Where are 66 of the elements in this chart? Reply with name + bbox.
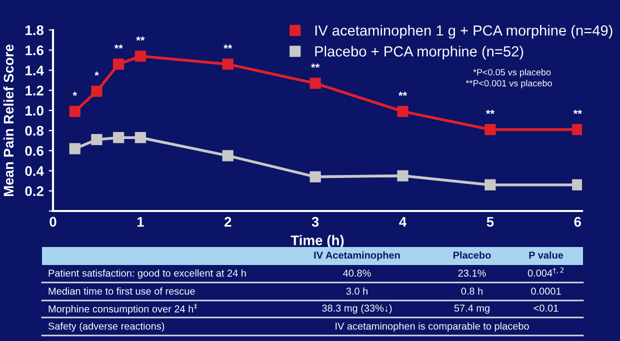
point bbox=[572, 179, 582, 190]
point bbox=[113, 132, 124, 144]
text: <0.01 bbox=[534, 304, 558, 312]
annotation: ** bbox=[114, 44, 123, 49]
point bbox=[572, 124, 582, 136]
point bbox=[484, 124, 496, 136]
y-tick-label: 1.8 bbox=[26, 25, 44, 36]
y-tick-label: 1.0 bbox=[26, 106, 44, 116]
y-tick-label: 0.6 bbox=[25, 146, 44, 156]
point bbox=[91, 134, 102, 146]
y-tick-label: 1.6 bbox=[26, 45, 44, 56]
x-tick-label: 0 bbox=[50, 216, 56, 227]
point bbox=[222, 150, 234, 162]
annotation: **P<0.001 vs placebo bbox=[466, 80, 552, 88]
annotation: ** bbox=[136, 36, 145, 41]
text: IV acetaminophen is comparable to placebo bbox=[336, 322, 529, 332]
text: 57.4 mg bbox=[454, 304, 490, 314]
text: Patient satisfaction: good to excellent at 24 h bbox=[48, 269, 246, 279]
y-tick-label: 0.8 bbox=[25, 126, 44, 136]
legend-label: IV acetaminophen 1 g + PCA morphine (n=49) bbox=[315, 24, 612, 39]
text: 38.3 mg (33%↓) bbox=[322, 304, 392, 314]
x-axis-title: Time (h) bbox=[290, 235, 344, 248]
legend-label: Placebo + PCA morphine (n=52) bbox=[315, 46, 524, 60]
annotation: *P<0.05 vs placebo bbox=[473, 68, 551, 78]
point bbox=[134, 50, 146, 62]
x-tick-label: 2 bbox=[224, 216, 232, 227]
x-tick-label: 3 bbox=[312, 216, 319, 227]
point bbox=[484, 179, 496, 190]
annotation: ** bbox=[311, 64, 320, 68]
x-tick-label: 5 bbox=[486, 217, 494, 227]
point bbox=[397, 106, 408, 118]
point bbox=[91, 86, 102, 97]
point bbox=[134, 132, 146, 144]
text: 0.8 h bbox=[461, 287, 482, 295]
y-tick-label: 1.2 bbox=[26, 86, 44, 96]
text: IV Acetaminophen bbox=[314, 251, 400, 261]
annotation: ** bbox=[573, 110, 582, 114]
x-tick-label: 1 bbox=[137, 217, 144, 227]
y-axis-title: Mean Pain Relief Score bbox=[3, 44, 14, 196]
annotation: ** bbox=[224, 44, 232, 49]
text: P value bbox=[529, 251, 564, 259]
annotation: ** bbox=[398, 92, 408, 96]
x-tick-label: 6 bbox=[574, 216, 581, 227]
annotation: ** bbox=[486, 110, 494, 114]
text: 3.0 h bbox=[346, 287, 368, 295]
text: 23.1% bbox=[458, 270, 486, 277]
text: 0.0001 bbox=[531, 288, 561, 295]
y-tick-label: 0.4 bbox=[25, 166, 44, 176]
point bbox=[310, 171, 321, 182]
text: 40.8% bbox=[343, 270, 371, 277]
point bbox=[113, 58, 124, 70]
text: Placebo bbox=[453, 251, 491, 259]
y-tick-label: 0.2 bbox=[25, 186, 44, 196]
point bbox=[69, 106, 80, 118]
x-tick-label: 4 bbox=[399, 217, 407, 227]
annotation: * bbox=[72, 92, 78, 96]
text: Morphine consumption over 24 h$^{‡}$ bbox=[48, 303, 198, 314]
text: Safety (adverse reactions) bbox=[48, 322, 164, 332]
text: 0.004$^{†,2}$ bbox=[528, 267, 564, 277]
point bbox=[397, 170, 408, 182]
annotation: * bbox=[94, 72, 99, 76]
y-tick-label: 1.4 bbox=[26, 66, 44, 76]
text: Median time to first use of rescue bbox=[48, 287, 195, 295]
point bbox=[310, 78, 321, 89]
point bbox=[222, 58, 234, 70]
point bbox=[69, 143, 80, 154]
